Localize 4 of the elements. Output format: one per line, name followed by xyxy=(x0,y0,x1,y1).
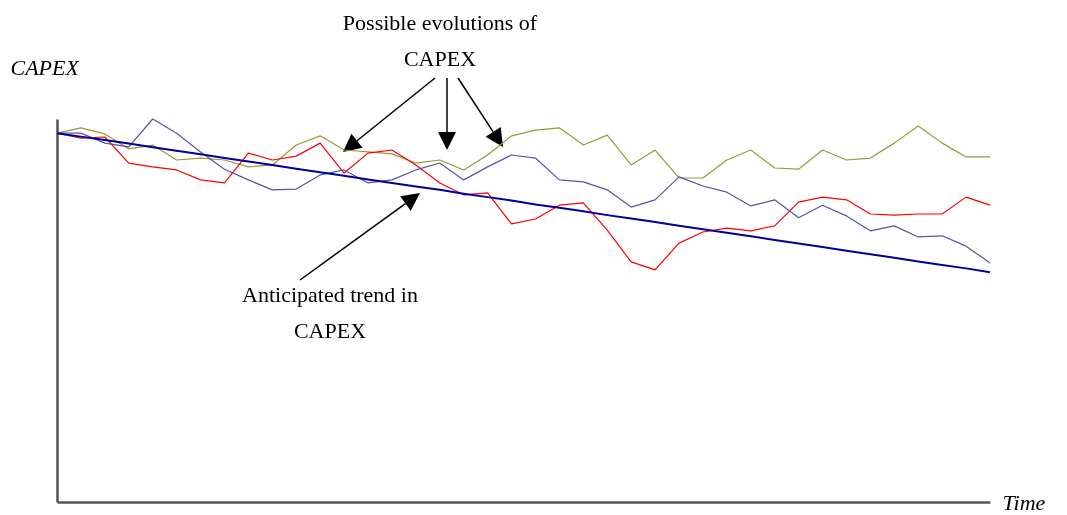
annotation: Anticipated trend in CAPEX xyxy=(241,281,419,345)
x-axis-title: Time xyxy=(1002,489,1046,515)
text: Possible evolutions of CAPEX xyxy=(341,9,539,73)
y-axis-title: CAPEX xyxy=(10,54,81,80)
